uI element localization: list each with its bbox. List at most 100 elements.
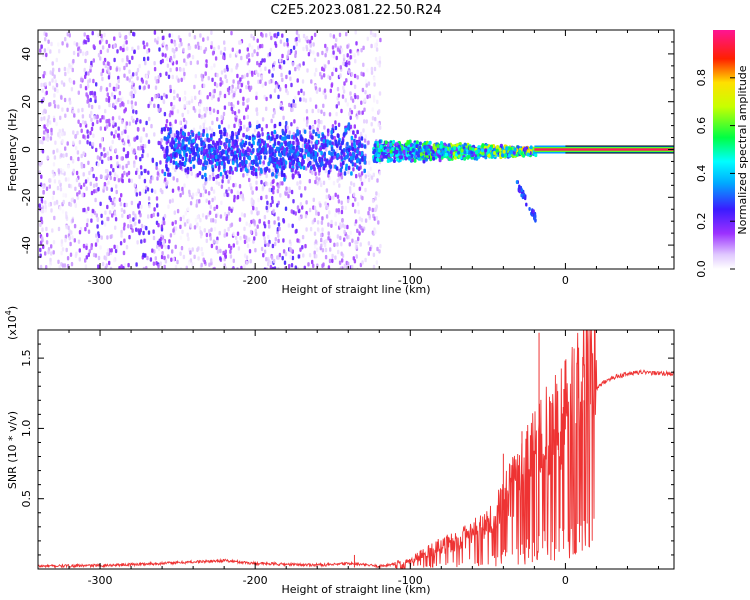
heat-cell	[73, 223, 77, 229]
heat-cell	[364, 174, 367, 179]
heat-cell	[196, 247, 199, 253]
heat-cell	[161, 35, 165, 41]
heat-cell	[160, 224, 164, 229]
heat-cell	[93, 91, 97, 96]
heat-cell	[190, 142, 193, 148]
heat-cell	[52, 250, 55, 255]
heat-cell	[58, 265, 61, 269]
spectrogram-heatmap	[38, 30, 674, 269]
heat-cell	[353, 148, 357, 153]
heat-cell	[310, 35, 314, 41]
heat-cell	[66, 67, 69, 72]
heat-cell	[101, 37, 104, 42]
heat-cell	[53, 155, 57, 160]
heat-cell	[227, 211, 230, 216]
heat-cell	[68, 236, 71, 241]
heat-cell	[392, 159, 396, 163]
heat-cell	[110, 248, 113, 253]
heat-cell	[150, 188, 154, 193]
spectrogram-ytick-label: -40	[20, 236, 33, 254]
heat-cell	[110, 92, 114, 97]
heat-cell	[328, 140, 332, 146]
heat-cell	[309, 97, 312, 102]
heat-cell	[305, 47, 309, 52]
heat-cell	[330, 146, 334, 152]
heat-cell	[67, 225, 70, 230]
heat-cell	[377, 220, 380, 225]
heat-cell	[107, 156, 110, 161]
heat-cell	[229, 53, 232, 58]
heat-cell	[334, 192, 337, 198]
heat-cell	[323, 151, 326, 157]
heat-cell	[323, 243, 327, 248]
heat-cell	[242, 96, 245, 102]
heat-cell	[191, 132, 195, 137]
heat-cell	[351, 238, 354, 243]
heat-cell	[65, 152, 68, 158]
heat-cell	[130, 178, 133, 184]
heat-cell	[230, 30, 233, 36]
heat-cell	[323, 111, 326, 117]
heat-cell	[372, 32, 375, 38]
heat-cell	[314, 244, 317, 249]
heat-cell	[292, 173, 295, 179]
heat-cell	[211, 197, 214, 203]
heat-cell	[151, 248, 154, 253]
heat-cell	[352, 151, 355, 156]
heat-cell	[64, 234, 68, 240]
heat-cell	[204, 71, 207, 76]
heat-cell	[96, 217, 100, 222]
heat-cell	[169, 233, 173, 238]
heat-cell	[475, 149, 479, 154]
heat-cell	[90, 218, 93, 223]
heat-cell	[328, 258, 332, 264]
heat-cell	[278, 121, 282, 127]
heat-cell	[68, 63, 71, 68]
heat-cell	[332, 180, 336, 186]
heat-cell	[376, 99, 379, 105]
heat-cell	[230, 222, 234, 227]
heat-cell	[224, 145, 227, 150]
heat-cell	[100, 71, 103, 77]
heat-cell	[291, 107, 294, 112]
heat-cell	[154, 94, 157, 99]
heat-cell	[288, 130, 291, 135]
heat-cell	[91, 30, 94, 36]
heat-cell	[79, 123, 82, 128]
heat-cell	[138, 200, 141, 206]
heat-cell	[228, 169, 232, 175]
heat-cell	[268, 69, 271, 74]
heat-cell	[348, 186, 352, 191]
heat-cell	[188, 189, 191, 195]
heat-cell	[216, 239, 219, 245]
heat-cell	[114, 129, 117, 135]
heat-cell	[99, 126, 102, 131]
heat-cell	[117, 78, 120, 84]
heat-cell	[241, 148, 245, 154]
heat-cell	[255, 95, 258, 101]
heat-cell	[99, 49, 103, 55]
heat-cell	[312, 42, 315, 47]
heat-cell	[419, 152, 423, 157]
heat-cell	[108, 43, 111, 49]
heat-cell	[408, 155, 411, 160]
colorbar-tick-label: 0.6	[695, 117, 708, 135]
heat-cell	[232, 92, 236, 98]
heat-cell	[288, 102, 291, 108]
heat-cell	[110, 164, 113, 169]
heat-cell	[280, 142, 284, 147]
heat-cell	[236, 73, 239, 79]
heat-cell	[46, 133, 50, 139]
heat-cell	[215, 180, 218, 185]
heat-cell	[203, 148, 206, 153]
heat-cell	[87, 229, 91, 234]
heat-cell	[213, 196, 216, 201]
heat-cell	[163, 213, 167, 219]
heat-cell	[515, 180, 519, 185]
heat-cell	[101, 115, 104, 120]
heat-cell	[323, 267, 326, 269]
heat-cell	[313, 32, 317, 38]
heat-cell	[67, 177, 70, 182]
heat-cell	[271, 195, 274, 201]
heat-cell	[356, 115, 359, 120]
